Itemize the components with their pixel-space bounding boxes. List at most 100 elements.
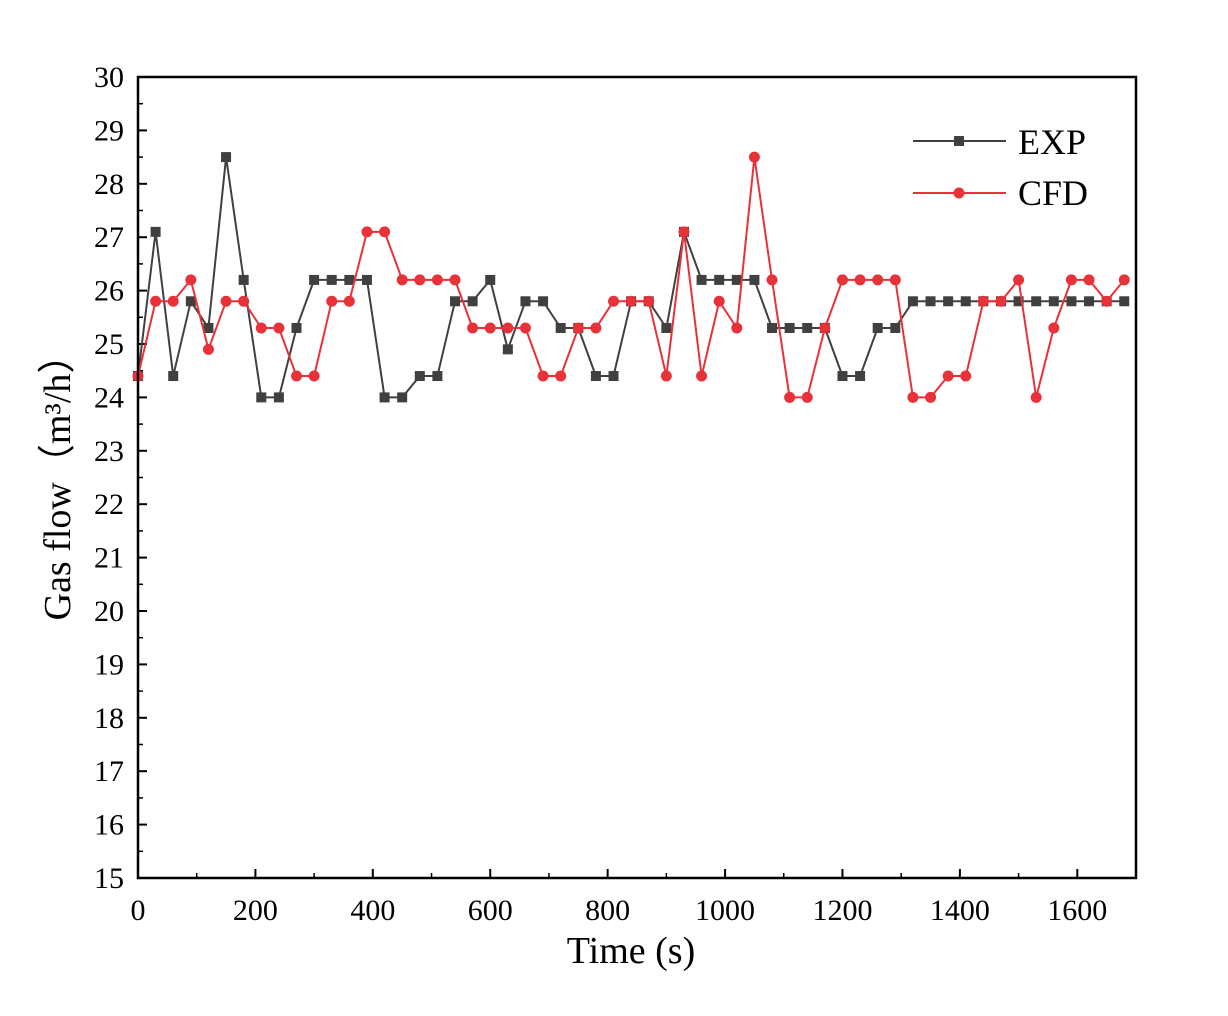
- data-point-cfd: [819, 322, 831, 334]
- data-point-cfd: [238, 295, 250, 307]
- y-tick-label: 19: [94, 648, 124, 681]
- data-point-cfd: [1048, 322, 1060, 334]
- y-tick-label: 25: [94, 328, 124, 361]
- data-point-cfd: [167, 295, 179, 307]
- data-point-cfd: [308, 370, 320, 382]
- y-tick-label: 24: [94, 381, 124, 414]
- data-point-cfd: [907, 391, 919, 403]
- series-layer: [132, 151, 1130, 403]
- series-cfd: [132, 151, 1130, 403]
- data-point-cfd: [326, 295, 338, 307]
- axis-ticks: [137, 76, 1079, 879]
- data-point-exp: [485, 274, 496, 285]
- data-point-cfd: [836, 274, 848, 286]
- data-point-exp: [361, 274, 372, 285]
- data-point-exp: [943, 296, 954, 307]
- data-point-cfd: [255, 322, 267, 334]
- data-point-exp: [872, 322, 883, 333]
- data-point-cfd: [1030, 391, 1042, 403]
- data-point-exp: [397, 392, 408, 403]
- data-point-cfd: [519, 322, 531, 334]
- x-tick-label: 1000: [695, 894, 755, 927]
- x-axis-title: Time (s): [567, 930, 695, 972]
- data-point-cfd: [625, 295, 637, 307]
- y-tick-label: 23: [94, 435, 124, 468]
- y-tick-label: 22: [94, 488, 124, 521]
- data-point-cfd: [1118, 274, 1130, 286]
- data-point-cfd: [713, 295, 725, 307]
- y-tick-label: 17: [94, 755, 124, 788]
- data-point-exp: [450, 296, 461, 307]
- data-point-cfd: [537, 370, 549, 382]
- data-point-exp: [837, 371, 848, 382]
- data-point-exp: [502, 344, 513, 355]
- data-point-exp: [467, 296, 478, 307]
- data-point-exp: [1031, 296, 1042, 307]
- data-point-exp: [520, 296, 531, 307]
- data-point-exp: [608, 371, 619, 382]
- data-point-cfd: [1013, 274, 1025, 286]
- data-point-exp: [1119, 296, 1130, 307]
- data-point-cfd: [801, 391, 813, 403]
- data-point-exp: [696, 274, 707, 285]
- data-point-exp: [960, 296, 971, 307]
- data-point-cfd: [484, 322, 496, 334]
- y-tick-label: 20: [94, 595, 124, 628]
- data-point-cfd: [1101, 295, 1113, 307]
- data-point-exp: [168, 371, 179, 382]
- data-point-cfd: [220, 295, 232, 307]
- data-point-exp: [538, 296, 549, 307]
- data-point-cfd: [872, 274, 884, 286]
- data-point-cfd: [977, 295, 989, 307]
- data-point-exp: [344, 274, 355, 285]
- x-tick-label: 400: [350, 894, 395, 927]
- y-tick-label: 16: [94, 809, 124, 842]
- x-tick-label: 200: [233, 894, 278, 927]
- legend-label-exp: EXP: [1018, 122, 1086, 162]
- data-point-exp: [731, 274, 742, 285]
- data-point-cfd: [696, 370, 708, 382]
- data-point-exp: [291, 322, 302, 333]
- data-point-cfd: [643, 295, 655, 307]
- data-point-cfd: [925, 391, 937, 403]
- data-point-exp: [661, 322, 672, 333]
- data-point-exp: [203, 322, 214, 333]
- y-tick-label: 28: [94, 168, 124, 201]
- data-point-cfd: [185, 274, 197, 286]
- data-point-exp: [907, 296, 918, 307]
- data-point-cfd: [379, 226, 391, 238]
- y-axis-title: Gas flow（m³/h）: [37, 336, 79, 621]
- series-exp: [133, 152, 1130, 403]
- x-tick-label: 0: [131, 894, 146, 927]
- data-point-cfd: [942, 370, 954, 382]
- data-point-cfd: [678, 226, 690, 238]
- legend-label-cfd: CFD: [1018, 173, 1088, 213]
- data-point-exp: [1084, 296, 1095, 307]
- data-point-exp: [309, 274, 320, 285]
- y-tick-label: 29: [94, 114, 124, 147]
- data-point-exp: [414, 371, 425, 382]
- data-point-exp: [273, 392, 284, 403]
- data-point-exp: [432, 371, 443, 382]
- data-point-exp: [590, 371, 601, 382]
- data-point-cfd: [748, 151, 760, 163]
- y-tick-label: 30: [94, 61, 124, 94]
- data-point-exp: [1013, 296, 1024, 307]
- data-point-exp: [221, 152, 232, 163]
- data-point-exp: [749, 274, 760, 285]
- data-point-cfd: [555, 370, 567, 382]
- data-point-cfd: [150, 295, 162, 307]
- data-point-cfd: [784, 391, 796, 403]
- data-point-cfd: [414, 274, 426, 286]
- data-point-exp: [150, 226, 161, 237]
- data-point-cfd: [854, 274, 866, 286]
- data-point-cfd: [361, 226, 373, 238]
- data-point-exp: [925, 296, 936, 307]
- x-tick-label: 800: [585, 894, 630, 927]
- data-point-cfd: [572, 322, 584, 334]
- data-point-cfd: [343, 295, 355, 307]
- legend: EXP CFD: [913, 122, 1088, 213]
- data-point-cfd: [731, 322, 743, 334]
- x-tick-label: 600: [468, 894, 513, 927]
- data-point-cfd: [202, 343, 214, 355]
